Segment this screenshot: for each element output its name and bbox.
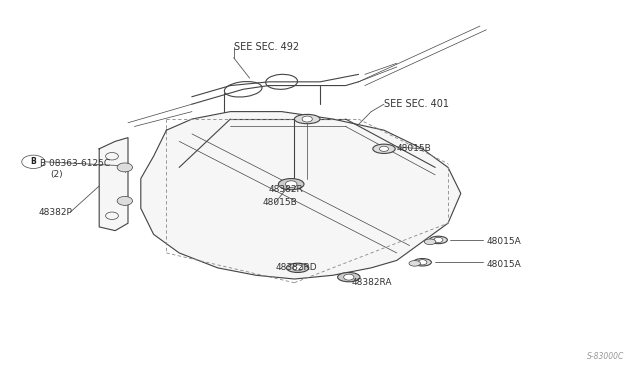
Text: SEE SEC. 492: SEE SEC. 492 [234,42,299,51]
Text: 48015B: 48015B [397,144,431,153]
Text: (2): (2) [50,170,63,179]
Circle shape [380,146,388,151]
Polygon shape [99,138,128,231]
Circle shape [117,163,132,172]
Ellipse shape [409,260,420,266]
Text: 48382P: 48382P [38,208,72,217]
Circle shape [344,274,354,280]
Circle shape [117,196,132,205]
Ellipse shape [338,272,360,282]
Ellipse shape [294,115,320,124]
Circle shape [302,116,312,122]
Circle shape [292,265,303,271]
Text: B: B [31,157,36,166]
Text: 48382RA: 48382RA [352,278,392,287]
Ellipse shape [287,263,309,272]
Text: 48382RD: 48382RD [275,263,317,272]
Circle shape [418,260,427,265]
Text: S-83000C: S-83000C [587,352,624,361]
Ellipse shape [424,239,436,245]
Ellipse shape [278,179,304,190]
Circle shape [434,237,443,243]
Polygon shape [141,112,461,279]
Circle shape [285,181,297,187]
Text: B 08363-6125C: B 08363-6125C [40,159,110,168]
Ellipse shape [372,144,396,154]
Text: SEE SEC. 401: SEE SEC. 401 [384,99,449,109]
Text: 48015A: 48015A [486,260,521,269]
Ellipse shape [413,259,431,266]
Text: 48015B: 48015B [262,198,297,207]
Text: 48015A: 48015A [486,237,521,246]
Text: 48382R: 48382R [269,185,303,194]
Ellipse shape [429,236,447,244]
